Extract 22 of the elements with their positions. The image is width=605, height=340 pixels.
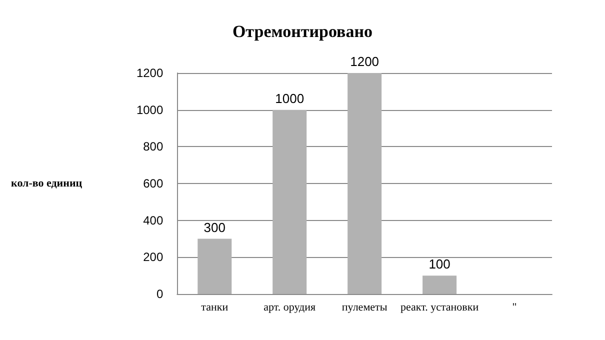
y-tick-label: 600 (143, 176, 164, 190)
data-label: 1000 (275, 90, 304, 106)
bar (198, 238, 232, 294)
x-tick-label: пулеметы (342, 302, 388, 314)
y-tick-label: 800 (143, 140, 164, 154)
x-tick-label: реакт. установки (400, 302, 479, 314)
y-tick-label: 400 (143, 213, 164, 228)
chart-title: Отремонтировано (232, 22, 373, 41)
y-tick-label: 200 (143, 250, 164, 264)
bar (272, 110, 307, 294)
x-tick-label: " (512, 302, 517, 314)
bar (422, 276, 457, 294)
x-tick-label: арт. орудия (264, 302, 316, 314)
data-label: 100 (428, 256, 450, 272)
y-axis-title: кол-во единиц (10, 178, 83, 190)
y-tick-label: 0 (156, 287, 164, 301)
y-tick-label: 1200 (136, 66, 164, 80)
data-label: 1200 (350, 54, 380, 69)
data-label: 300 (204, 220, 226, 235)
bar (348, 73, 382, 294)
y-tick-label: 1000 (136, 102, 164, 117)
x-tick-label: танки (201, 302, 228, 314)
